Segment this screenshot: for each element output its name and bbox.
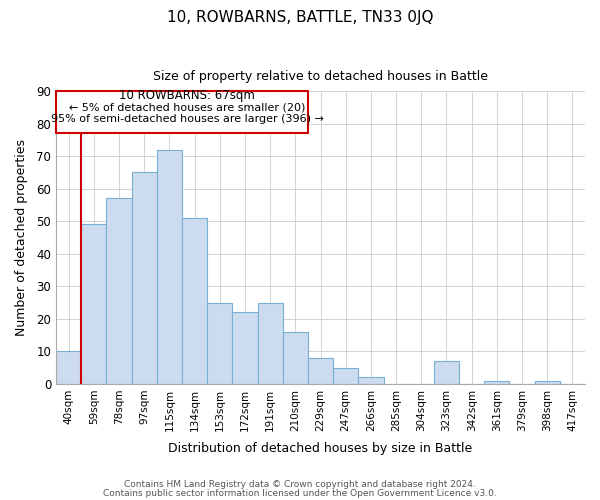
Title: Size of property relative to detached houses in Battle: Size of property relative to detached ho… bbox=[153, 70, 488, 83]
Bar bbox=[257, 302, 283, 384]
Text: ← 5% of detached houses are smaller (20): ← 5% of detached houses are smaller (20) bbox=[69, 102, 305, 113]
Bar bbox=[232, 312, 257, 384]
X-axis label: Distribution of detached houses by size in Battle: Distribution of detached houses by size … bbox=[169, 442, 473, 455]
Text: 10 ROWBARNS: 67sqm: 10 ROWBARNS: 67sqm bbox=[119, 90, 255, 102]
Bar bbox=[207, 302, 232, 384]
Text: 95% of semi-detached houses are larger (396) →: 95% of semi-detached houses are larger (… bbox=[50, 114, 323, 124]
Bar bbox=[157, 150, 182, 384]
Bar bbox=[434, 361, 459, 384]
Bar bbox=[358, 378, 383, 384]
Bar bbox=[182, 218, 207, 384]
Bar bbox=[333, 368, 358, 384]
Bar bbox=[131, 172, 157, 384]
Bar bbox=[535, 380, 560, 384]
Text: Contains public sector information licensed under the Open Government Licence v3: Contains public sector information licen… bbox=[103, 489, 497, 498]
Bar bbox=[56, 352, 81, 384]
FancyBboxPatch shape bbox=[56, 91, 308, 134]
Bar bbox=[81, 224, 106, 384]
Text: 10, ROWBARNS, BATTLE, TN33 0JQ: 10, ROWBARNS, BATTLE, TN33 0JQ bbox=[167, 10, 433, 25]
Bar bbox=[283, 332, 308, 384]
Bar bbox=[106, 198, 131, 384]
Bar bbox=[308, 358, 333, 384]
Bar bbox=[484, 380, 509, 384]
Text: Contains HM Land Registry data © Crown copyright and database right 2024.: Contains HM Land Registry data © Crown c… bbox=[124, 480, 476, 489]
Y-axis label: Number of detached properties: Number of detached properties bbox=[15, 139, 28, 336]
